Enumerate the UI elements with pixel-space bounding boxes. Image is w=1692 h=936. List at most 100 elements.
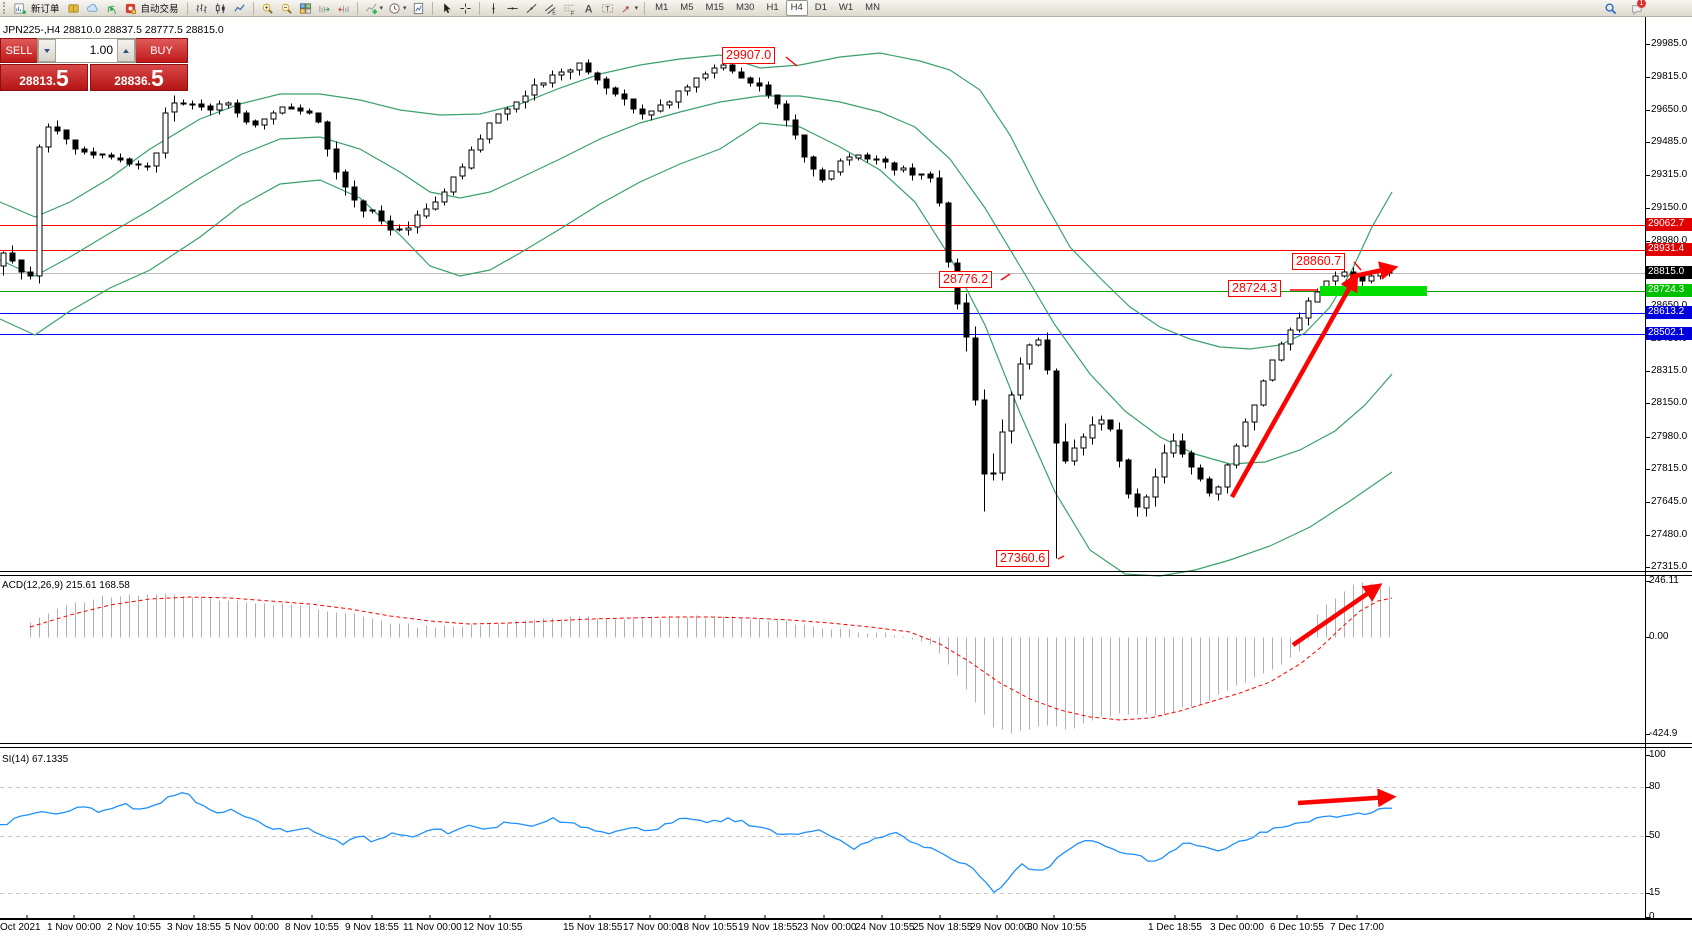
toolbar: 新订单 自动交易 ▾ ▾ E F A T ▾ M1 M5 M15 M30 H1 H4 D1 W1 MN 1 — [0, 0, 1692, 17]
chart-candles-icon[interactable] — [212, 1, 229, 16]
toolbar-separator — [186, 1, 188, 15]
timeframe-w1-button[interactable]: W1 — [838, 2, 854, 13]
new-order-icon[interactable] — [12, 1, 29, 16]
time-axis-label: 2 Nov 10:55 — [107, 922, 161, 933]
autotrade-icon[interactable] — [122, 1, 139, 16]
time-axis-label: 6 Dec 10:55 — [1270, 922, 1324, 933]
svg-text:E: E — [552, 10, 556, 14]
shapes-icon[interactable] — [618, 1, 635, 16]
price-annotation[interactable]: 28776.2 — [939, 271, 993, 288]
fibo-icon[interactable]: F — [561, 1, 578, 16]
timeframe-h1-button[interactable]: H1 — [766, 2, 779, 13]
time-axis-label: 25 Nov 18:55 — [913, 922, 973, 933]
price-axis-tick-label: 28650.0 — [1651, 300, 1687, 311]
time-axis-label: 19 Nov 18:55 — [738, 922, 798, 933]
buy-button[interactable]: BUY — [136, 38, 188, 63]
triangle-down-icon — [44, 48, 50, 53]
toolbar-grip[interactable] — [3, 2, 8, 14]
toolbar-separator — [478, 1, 480, 15]
time-axis-label: 8 Nov 10:55 — [285, 922, 339, 933]
rsi-axis-tick-label: 50 — [1649, 830, 1661, 841]
timeframe-mn-button[interactable]: MN — [865, 2, 880, 13]
hline-icon[interactable] — [504, 1, 521, 16]
periods-icon[interactable] — [386, 1, 403, 16]
label-icon[interactable]: T — [599, 1, 616, 16]
price-axis-tick-label: 29485.0 — [1651, 136, 1688, 147]
chart-bars-icon[interactable] — [193, 1, 210, 16]
time-axis-label: 3 Dec 00:00 — [1210, 922, 1264, 933]
trend-arrow[interactable] — [1291, 583, 1383, 647]
search-icon[interactable] — [1602, 1, 1619, 16]
time-axis-label: 30 Nov 10:55 — [1027, 922, 1087, 933]
trend-arrow[interactable] — [1349, 261, 1399, 280]
time-axis-label: 29 Nov 00:00 — [970, 922, 1030, 933]
price-level-tag: 28931.4 — [1646, 243, 1692, 256]
price-annotation[interactable]: 29907.0 — [722, 47, 776, 64]
volume-increase-button[interactable] — [117, 39, 135, 62]
sell-price: 28813. — [19, 74, 56, 88]
book-icon[interactable] — [65, 1, 82, 16]
timeframe-m5-button[interactable]: M5 — [680, 2, 694, 13]
macd-axis-tick-label: -424.9 — [1649, 728, 1678, 739]
macd-axis-tick-label: 0.00 — [1649, 631, 1669, 642]
price-level-tag: 29062.7 — [1646, 218, 1692, 231]
time-axis-label: 12 Nov 10:55 — [463, 922, 523, 933]
templates-icon[interactable] — [410, 1, 427, 16]
trendline-icon[interactable] — [523, 1, 540, 16]
toolbar-separator — [356, 1, 358, 15]
indicators-icon[interactable] — [363, 1, 380, 16]
time-axis-label: 1 Dec 18:55 — [1148, 922, 1202, 933]
price-axis-tick-label: 29315.0 — [1651, 169, 1688, 180]
volume-value[interactable]: 1.00 — [89, 43, 113, 57]
time-axis-label: 1 Nov 00:00 — [47, 922, 101, 933]
tile-windows-icon[interactable] — [297, 1, 314, 16]
timeframe-m30-button[interactable]: M30 — [735, 2, 755, 13]
timeframe-m1-button[interactable]: M1 — [655, 2, 669, 13]
buy-price-button[interactable]: 28836. 5 — [90, 64, 188, 91]
trend-arrow[interactable] — [1297, 788, 1397, 808]
price-level-tag: 28815.0 — [1646, 266, 1692, 279]
chevron-down-icon[interactable]: ▾ — [403, 5, 407, 12]
signal-icon[interactable] — [103, 1, 120, 16]
price-axis-tick-label: 27315.0 — [1651, 561, 1688, 572]
cursor-icon[interactable] — [438, 1, 455, 16]
text-icon[interactable]: A — [580, 1, 597, 16]
chevron-down-icon[interactable]: ▾ — [634, 5, 639, 12]
price-axis-tick-label: 28980.0 — [1651, 235, 1688, 246]
channel-icon[interactable]: E — [542, 1, 559, 16]
crosshair-icon[interactable] — [457, 1, 474, 16]
price-axis-tick-label: 27980.0 — [1651, 431, 1688, 442]
vline-icon[interactable] — [485, 1, 502, 16]
time-axis-label: 18 Nov 10:55 — [678, 922, 738, 933]
toolbar-separator — [644, 1, 646, 15]
timeframe-d1-button[interactable]: D1 — [814, 2, 827, 13]
timeframe-h4-button[interactable]: H4 — [785, 0, 808, 16]
support-zone-highlight[interactable] — [1320, 286, 1427, 296]
chart-title: JPN225-,H4 28810.0 28837.5 28777.5 28815… — [3, 24, 224, 36]
sell-price-button[interactable]: 28813. 5 — [0, 64, 88, 91]
price-annotation[interactable]: 27360.6 — [996, 550, 1050, 567]
trend-arrow[interactable] — [1230, 272, 1359, 499]
sell-price-big-digit: 5 — [55, 65, 69, 91]
new-order-label[interactable]: 新订单 — [31, 4, 60, 15]
volume-decrease-button[interactable] — [38, 39, 56, 62]
price-annotation[interactable]: 28724.3 — [1228, 280, 1282, 297]
zoom-in-icon[interactable] — [259, 1, 276, 16]
sell-button[interactable]: SELL — [0, 38, 37, 63]
price-annotation[interactable]: 28860.7 — [1292, 253, 1346, 270]
price-axis-tick-label: 27480.0 — [1651, 529, 1688, 540]
time-axis-label: 17 Nov 00:00 — [623, 922, 683, 933]
bollinger-lower-band — [0, 122, 1393, 577]
cloud-icon[interactable] — [84, 1, 101, 16]
timeframe-m15-button[interactable]: M15 — [705, 2, 724, 13]
chart-line-icon[interactable] — [231, 1, 248, 16]
chevron-down-icon[interactable]: ▾ — [379, 5, 384, 12]
macd-indicator-label: ACD(12,26,9) 215.61 168.58 — [2, 580, 130, 591]
chart-shift-icon[interactable] — [335, 1, 352, 16]
autotrade-label[interactable]: 自动交易 — [140, 4, 179, 15]
auto-scroll-icon[interactable] — [316, 1, 333, 16]
price-axis-tick-label: 29985.0 — [1651, 38, 1688, 49]
zoom-out-icon[interactable] — [278, 1, 295, 16]
svg-text:A: A — [584, 3, 592, 14]
